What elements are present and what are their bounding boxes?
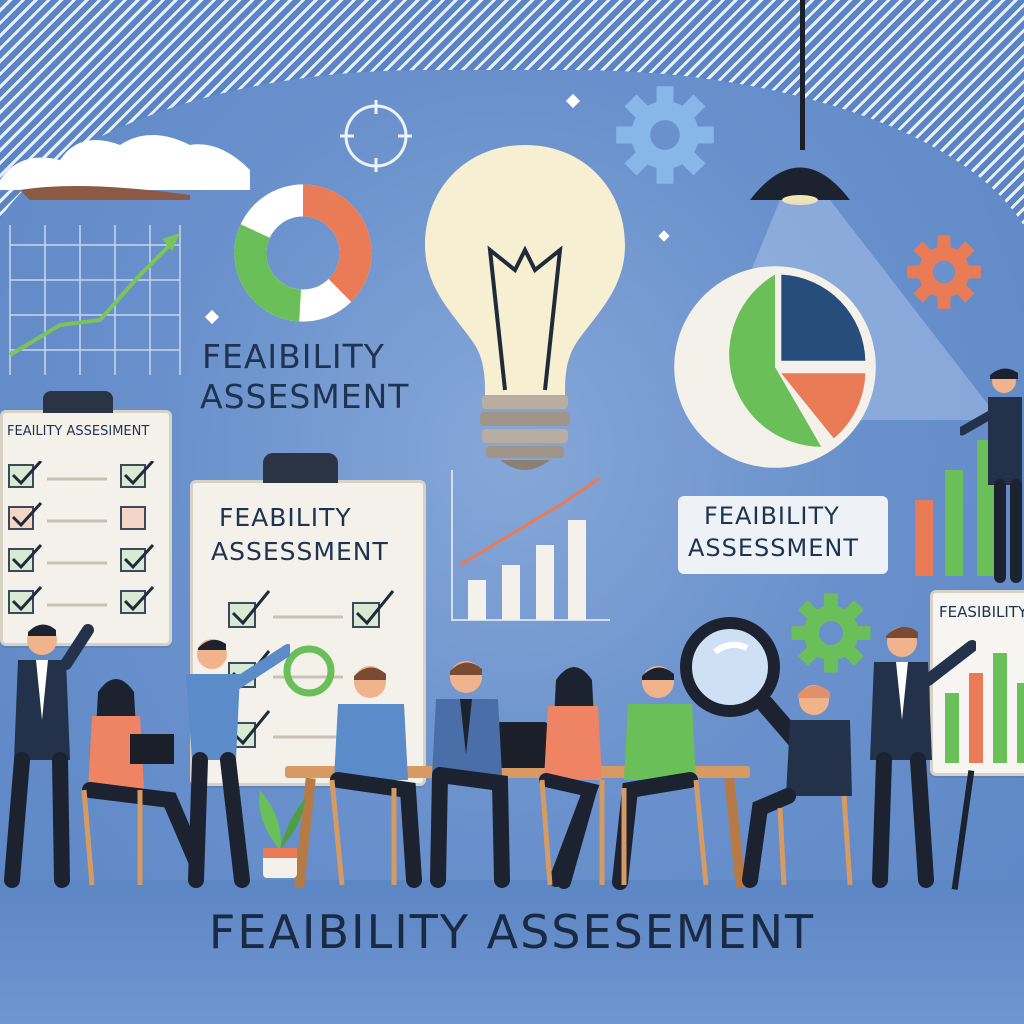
plant-icon	[259, 790, 305, 878]
donut-chart-icon	[234, 184, 372, 322]
person-standing-top-right	[960, 368, 1022, 583]
floor	[0, 880, 1024, 1024]
top-title-line2: ASSESMENT	[200, 377, 410, 416]
target-icon	[340, 100, 412, 172]
left-clipboard-title: FEAILITY ASSESIMENT	[7, 424, 150, 439]
left-checklist-board: FEAILITY ASSESIMENT	[0, 391, 172, 646]
gear-icon	[791, 593, 871, 673]
cloud-icon	[0, 135, 250, 200]
growth-chart-icon	[8, 225, 181, 375]
gear-icon	[616, 86, 714, 184]
top-title-line1: FEAIBILITY	[202, 337, 385, 376]
footer-title: FEAIBILITY ASSESEMENT	[208, 905, 816, 959]
lightbulb-icon	[425, 145, 625, 470]
person-seated-blue	[329, 666, 422, 888]
center-clipboard-line1: FEABILITY	[219, 503, 352, 532]
person-seated-right	[742, 685, 853, 888]
lamp-cord	[800, 0, 805, 150]
person-seated-green	[612, 666, 709, 890]
person-seated-laptop	[81, 679, 200, 886]
easel-title: FEASIBILITY	[939, 603, 1024, 621]
right-title-tag: FEAIBILITY ASSESSMENT	[678, 496, 888, 574]
right-tag-line1: FEAIBILITY	[704, 502, 840, 530]
easel-board: FEASIBILITY	[930, 590, 1024, 776]
pendant-lamp-icon	[750, 167, 850, 205]
person-presenter-left	[4, 624, 94, 888]
clip-icon	[43, 391, 113, 413]
right-tag-line2: ASSESSMENT	[688, 534, 860, 562]
person-seated-suit	[430, 661, 510, 888]
person-seated-woman	[539, 667, 605, 889]
bar-chart-icon	[945, 653, 1024, 763]
gear-icon	[907, 235, 981, 309]
person-presenter-right	[870, 626, 976, 888]
pie-chart-icon	[674, 266, 876, 468]
trend-bar-chart-icon	[451, 470, 610, 621]
person-pointing	[186, 639, 290, 888]
center-clipboard-line2: ASSESSMENT	[211, 537, 389, 566]
checklist-icon	[8, 461, 155, 614]
clip-icon	[263, 453, 338, 483]
